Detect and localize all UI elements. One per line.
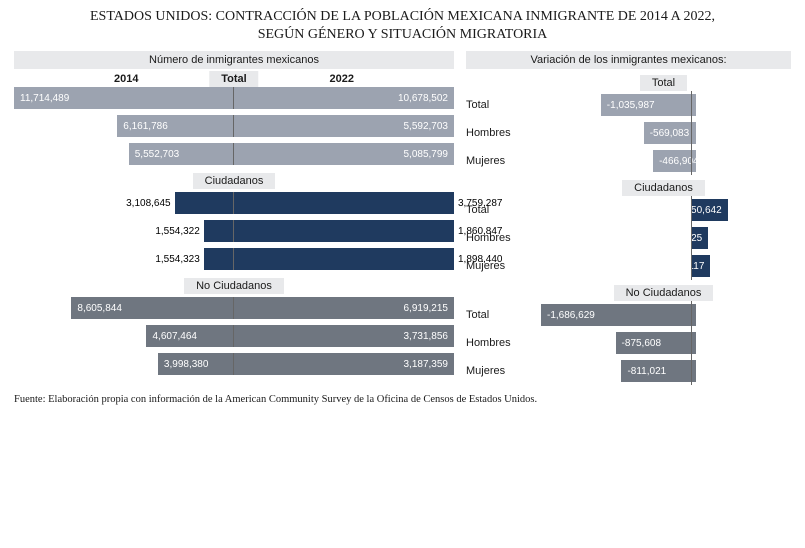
butterfly-nociud: 8,605,8446,919,2154,607,4643,731,8563,99… <box>14 297 454 375</box>
category-label: Mujeres <box>466 365 536 377</box>
bar-right: 5,592,703 <box>234 115 454 137</box>
bar-left: 1,554,322 <box>204 220 233 242</box>
var-label-nociud: No Ciudadanos <box>614 285 714 301</box>
variation-total: Total -1,035,987 Hombres -569,083 Mujeres -46… <box>466 94 791 172</box>
variation-bar: -1,035,987 <box>601 94 696 116</box>
var-label-ciud: Ciudadanos <box>622 180 705 196</box>
category-label: Hombres <box>466 337 536 349</box>
group-label-nociud: No Ciudadanos <box>184 278 284 294</box>
butterfly-row: 8,605,8446,919,215 <box>14 297 454 319</box>
variation-row: Total -1,686,629 <box>466 304 791 326</box>
right-panel-header: Variación de los inmigrantes mexicanos: <box>466 51 791 69</box>
footnote: Fuente: Elaboración propia con informaci… <box>14 394 791 405</box>
bar-left: 6,161,786 <box>117 115 233 137</box>
variation-bar: 650,642 <box>691 199 728 221</box>
variation-ciud: Total650,642 Hombres306,525 Mujeres344,117 <box>466 199 791 277</box>
butterfly-row: 3,108,6453,759,287 <box>14 192 454 214</box>
variation-bar: -875,608 <box>616 332 696 354</box>
bar-right: 5,085,799 <box>234 143 454 165</box>
bar-left: 1,554,323 <box>204 248 233 270</box>
variation-row: Mujeres -466,904 <box>466 150 791 172</box>
right-panel: Variación de los inmigrantes mexicanos: … <box>466 51 791 388</box>
bar-left: 3,998,380 <box>158 353 233 375</box>
title-line2: SEGÚN GÉNERO Y SITUACIÓN MIGRATORIA <box>258 27 548 42</box>
variation-row: Hombres -875,608 <box>466 332 791 354</box>
variation-row: Hombres -569,083 <box>466 122 791 144</box>
butterfly-row: 6,161,7865,592,703 <box>14 115 454 137</box>
group-label-total: Total <box>209 71 258 87</box>
bar-right: 10,678,502 <box>234 87 454 109</box>
year-left: 2014 <box>114 73 138 85</box>
year-right: 2022 <box>330 73 354 85</box>
year-row: 2014 Total 2022 <box>14 73 454 85</box>
variation-row: Mujeres344,117 <box>466 255 791 277</box>
bar-left: 11,714,489 <box>14 87 233 109</box>
group-label-ciud: Ciudadanos <box>193 173 276 189</box>
butterfly-total: 11,714,48910,678,5026,161,7865,592,7035,… <box>14 87 454 165</box>
variation-row: Mujeres -811,021 <box>466 360 791 382</box>
bar-left: 4,607,464 <box>146 325 233 347</box>
var-label-total: Total <box>640 75 687 91</box>
bar-left: 5,552,703 <box>129 143 233 165</box>
butterfly-row: 4,607,4643,731,856 <box>14 325 454 347</box>
left-panel: Número de inmigrantes mexicanos 2014 Tot… <box>14 51 454 388</box>
butterfly-row: 1,554,3231,898,440 <box>14 248 454 270</box>
variation-bar: -1,686,629 <box>541 304 696 326</box>
variation-row: Hombres306,525 <box>466 227 791 249</box>
variation-bar: 344,117 <box>691 255 710 277</box>
bar-left: 8,605,844 <box>71 297 233 319</box>
butterfly-row: 3,998,3803,187,359 <box>14 353 454 375</box>
variation-row: Total650,642 <box>466 199 791 221</box>
butterfly-ciud: 3,108,6453,759,2871,554,3221,860,8471,55… <box>14 192 454 270</box>
variation-bar: -466,904 <box>653 150 696 172</box>
category-label: Total <box>466 309 536 321</box>
category-label: Hombres <box>466 127 536 139</box>
bar-right: 6,919,215 <box>234 297 454 319</box>
variation-bar: -811,021 <box>621 360 696 382</box>
bar-right: 3,759,287 <box>234 192 454 214</box>
bar-right: 1,898,440 <box>234 248 454 270</box>
butterfly-row: 11,714,48910,678,502 <box>14 87 454 109</box>
left-panel-header: Número de inmigrantes mexicanos <box>14 51 454 69</box>
bar-right: 1,860,847 <box>234 220 454 242</box>
bar-left: 3,108,645 <box>175 192 233 214</box>
variation-row: Total -1,035,987 <box>466 94 791 116</box>
variation-nociud: Total -1,686,629 Hombres -875,608 Mujeres -81… <box>466 304 791 382</box>
butterfly-row: 5,552,7035,085,799 <box>14 143 454 165</box>
title-line1: ESTADOS UNIDOS: CONTRACCIÓN DE LA POBLAC… <box>90 9 715 24</box>
category-label: Total <box>466 99 536 111</box>
variation-bar: -569,083 <box>644 122 696 144</box>
variation-bar: 306,525 <box>691 227 708 249</box>
chart-title: ESTADOS UNIDOS: CONTRACCIÓN DE LA POBLAC… <box>14 8 791 43</box>
category-label: Mujeres <box>466 155 536 167</box>
bar-right: 3,187,359 <box>234 353 454 375</box>
columns: Número de inmigrantes mexicanos 2014 Tot… <box>14 51 791 388</box>
butterfly-row: 1,554,3221,860,847 <box>14 220 454 242</box>
bar-right: 3,731,856 <box>234 325 454 347</box>
